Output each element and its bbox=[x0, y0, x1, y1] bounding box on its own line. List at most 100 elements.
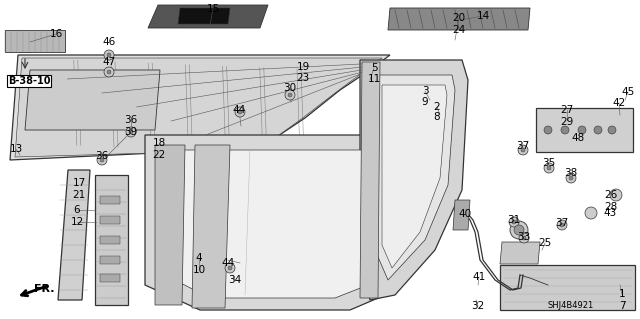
Circle shape bbox=[107, 70, 111, 74]
Polygon shape bbox=[100, 274, 120, 282]
Text: 21: 21 bbox=[72, 190, 86, 200]
Text: 38: 38 bbox=[564, 168, 578, 178]
Text: 9: 9 bbox=[422, 97, 428, 107]
Text: 12: 12 bbox=[70, 217, 84, 227]
Text: 32: 32 bbox=[472, 301, 484, 311]
Text: 2: 2 bbox=[434, 102, 440, 112]
Text: 8: 8 bbox=[434, 112, 440, 122]
Polygon shape bbox=[375, 75, 455, 280]
Text: 34: 34 bbox=[228, 275, 242, 285]
Circle shape bbox=[225, 263, 235, 273]
Text: 15: 15 bbox=[206, 4, 220, 14]
Text: 42: 42 bbox=[612, 98, 626, 108]
Text: 44: 44 bbox=[232, 105, 246, 115]
Text: 46: 46 bbox=[102, 37, 116, 47]
Text: 24: 24 bbox=[452, 25, 466, 35]
Text: 26: 26 bbox=[604, 190, 618, 200]
Polygon shape bbox=[360, 60, 468, 300]
Circle shape bbox=[560, 223, 564, 227]
Circle shape bbox=[228, 266, 232, 270]
Text: 41: 41 bbox=[472, 272, 486, 282]
Polygon shape bbox=[500, 265, 635, 310]
Circle shape bbox=[104, 50, 114, 60]
Circle shape bbox=[288, 93, 292, 97]
Circle shape bbox=[547, 166, 551, 170]
Text: 10: 10 bbox=[193, 265, 205, 275]
Polygon shape bbox=[10, 55, 390, 160]
Text: SHJ4B4921: SHJ4B4921 bbox=[548, 301, 595, 310]
Text: 29: 29 bbox=[561, 117, 573, 127]
Text: 30: 30 bbox=[284, 83, 296, 93]
Circle shape bbox=[561, 126, 569, 134]
Circle shape bbox=[557, 220, 567, 230]
Text: 31: 31 bbox=[508, 215, 520, 225]
Circle shape bbox=[126, 127, 136, 137]
Text: 43: 43 bbox=[604, 208, 616, 218]
Circle shape bbox=[518, 145, 528, 155]
Circle shape bbox=[585, 207, 597, 219]
Polygon shape bbox=[382, 85, 447, 268]
Text: 44: 44 bbox=[221, 258, 235, 268]
Text: 48: 48 bbox=[572, 133, 584, 143]
Circle shape bbox=[519, 233, 529, 243]
Circle shape bbox=[544, 163, 554, 173]
Text: 17: 17 bbox=[72, 178, 86, 188]
Circle shape bbox=[235, 107, 245, 117]
Polygon shape bbox=[178, 8, 230, 24]
Text: 33: 33 bbox=[517, 232, 531, 242]
Text: 20: 20 bbox=[452, 13, 465, 23]
Polygon shape bbox=[145, 135, 390, 310]
Polygon shape bbox=[95, 175, 128, 305]
Circle shape bbox=[510, 221, 528, 239]
Circle shape bbox=[97, 155, 107, 165]
Text: 6: 6 bbox=[74, 205, 80, 215]
Polygon shape bbox=[15, 58, 382, 157]
Text: 11: 11 bbox=[367, 74, 381, 84]
Circle shape bbox=[594, 126, 602, 134]
Text: 47: 47 bbox=[102, 57, 116, 67]
Circle shape bbox=[514, 225, 524, 235]
Circle shape bbox=[566, 173, 576, 183]
Text: 19: 19 bbox=[296, 62, 310, 72]
Circle shape bbox=[100, 158, 104, 162]
Text: 36: 36 bbox=[95, 151, 109, 161]
Text: 18: 18 bbox=[152, 138, 166, 148]
Circle shape bbox=[107, 53, 111, 57]
Text: 23: 23 bbox=[296, 73, 310, 83]
Text: 39: 39 bbox=[124, 127, 138, 137]
Text: 27: 27 bbox=[561, 105, 573, 115]
Polygon shape bbox=[25, 70, 160, 130]
Polygon shape bbox=[5, 30, 65, 52]
Text: FR.: FR. bbox=[34, 284, 54, 294]
Polygon shape bbox=[100, 256, 120, 264]
Polygon shape bbox=[165, 150, 372, 298]
Text: 14: 14 bbox=[476, 11, 490, 21]
Circle shape bbox=[521, 148, 525, 152]
Text: 45: 45 bbox=[621, 87, 635, 97]
Text: 28: 28 bbox=[604, 202, 618, 212]
Polygon shape bbox=[100, 236, 120, 244]
Polygon shape bbox=[453, 200, 470, 230]
Circle shape bbox=[509, 217, 519, 227]
Text: 35: 35 bbox=[542, 158, 556, 168]
Circle shape bbox=[512, 220, 516, 224]
Text: 25: 25 bbox=[538, 238, 552, 248]
Text: 4: 4 bbox=[196, 253, 202, 263]
Polygon shape bbox=[388, 8, 530, 30]
Text: 13: 13 bbox=[10, 144, 22, 154]
Polygon shape bbox=[58, 170, 90, 300]
Text: B-38-10: B-38-10 bbox=[8, 76, 51, 86]
Text: 5: 5 bbox=[371, 63, 378, 73]
Text: 3: 3 bbox=[422, 86, 428, 96]
Polygon shape bbox=[192, 145, 230, 308]
Text: 37: 37 bbox=[556, 218, 568, 228]
Circle shape bbox=[569, 176, 573, 180]
Circle shape bbox=[285, 90, 295, 100]
Polygon shape bbox=[360, 62, 380, 298]
Text: 37: 37 bbox=[516, 141, 530, 151]
Circle shape bbox=[104, 67, 114, 77]
Text: 40: 40 bbox=[458, 209, 472, 219]
Polygon shape bbox=[536, 108, 633, 152]
Polygon shape bbox=[100, 216, 120, 224]
Circle shape bbox=[610, 189, 622, 201]
